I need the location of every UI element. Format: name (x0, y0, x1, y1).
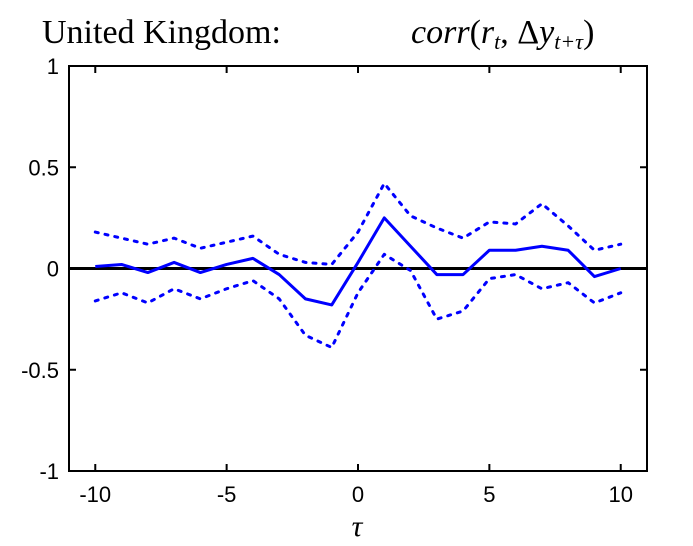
x-tick-label: 5 (483, 482, 495, 507)
title-close-paren: ) (583, 14, 594, 51)
y-tick-label: 0 (47, 257, 59, 282)
x-tick-label: 10 (608, 482, 632, 507)
title-r: r (481, 14, 495, 51)
x-axis-label: τ (352, 510, 364, 543)
series-layer (93, 181, 623, 349)
x-tick-label: -10 (79, 482, 111, 507)
chart-title-math: corr(rt, Δyt+τ) (411, 14, 594, 54)
title-y-sub: t+τ (554, 29, 584, 54)
title-open-paren: ( (470, 14, 481, 51)
title-delta: Δ (517, 14, 539, 51)
title-y: y (536, 14, 555, 51)
confidence-band-line-2 (93, 252, 623, 349)
chart-title-prefix: United Kingdom: (42, 14, 281, 51)
y-tick-label: -1 (39, 459, 59, 484)
ticks-layer: -10 -5 0 5 10 -1 -0.5 0 0.5 1 (21, 54, 647, 507)
series-line-0 (95, 216, 622, 307)
x-tick-label: -5 (217, 482, 237, 507)
title-r-sub: t (494, 29, 501, 54)
title-comma: , (500, 14, 517, 51)
confidence-band-line-1 (93, 181, 623, 266)
title-func: corr (411, 14, 470, 51)
y-tick-label: -0.5 (21, 358, 59, 383)
y-tick-label: 1 (47, 54, 59, 79)
y-tick-label: 0.5 (28, 155, 59, 180)
x-tick-label: 0 (352, 482, 364, 507)
